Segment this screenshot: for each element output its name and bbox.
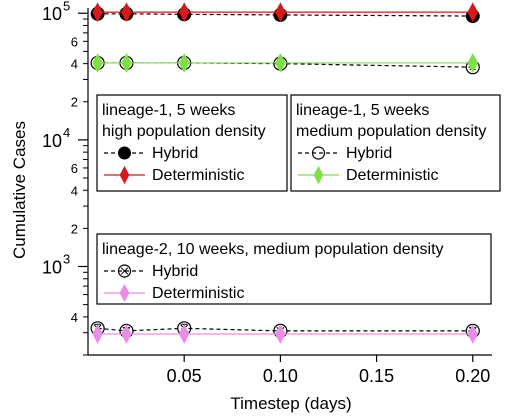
legend-label: Deterministic: [152, 285, 244, 302]
legend-title: lineage-2, 10 weeks, medium population d…: [102, 241, 444, 258]
legend-marker-cross: [120, 267, 129, 275]
x-tick-label: 0.10: [263, 366, 298, 386]
legend-label: Hybrid: [152, 263, 198, 280]
y-tick-label: 10: [42, 4, 62, 24]
data-point-l2md_det: [178, 324, 190, 344]
legend-marker: [117, 264, 132, 278]
legend-label: Hybrid: [152, 145, 198, 162]
y-tick-label: 10: [42, 131, 62, 151]
legend-b: lineage-1, 5 weeks medium population dens…: [290, 94, 501, 192]
legend-title: lineage-1, 5 weeks: [102, 102, 235, 119]
series-l2md_det: [92, 324, 479, 344]
data-point-l1hd_det: [178, 2, 190, 22]
y-minor-tick-label: 2: [71, 95, 78, 110]
y-minor-tick-label: 4: [71, 183, 78, 198]
data-point-l1md_det: [92, 53, 103, 73]
x-tick-label: 0.15: [359, 366, 394, 386]
series-layer: [90, 2, 480, 344]
data-point-l1md_det: [467, 53, 479, 73]
legend-box: [96, 233, 492, 305]
y-tick-exponent: 5: [63, 0, 70, 13]
data-point-l1md_det: [275, 53, 286, 73]
data-point-l2md_det: [92, 324, 103, 344]
legend-label: Hybrid: [346, 145, 392, 162]
data-point-l1md_det: [178, 53, 190, 73]
data-point-l2md_det: [467, 324, 479, 344]
legend-label: Deterministic: [152, 167, 244, 184]
data-point-l2md_det: [121, 324, 132, 344]
data-point-l1hd_det: [121, 2, 132, 22]
data-point-l1hd_det: [92, 2, 103, 22]
y-axis-title: Cumulative Cases: [10, 121, 29, 259]
y-tick-exponent: 3: [63, 251, 70, 266]
legend-c: lineage-2, 10 weeks, medium population d…: [96, 233, 492, 305]
y-tick-exponent: 4: [63, 125, 70, 140]
series-l1md_det: [92, 53, 479, 73]
y-minor-tick-label: 4: [71, 57, 78, 72]
legend-marker: [119, 283, 130, 303]
series-l1hd_hybrid: [90, 6, 480, 24]
legend-marker: [313, 165, 324, 185]
data-point-l1hd_det: [467, 2, 479, 22]
y-minor-tick-label: 6: [71, 34, 78, 49]
legend-layer: lineage-1, 5 weeks high population densit…: [96, 94, 501, 305]
legend-title: medium population density: [296, 123, 486, 140]
legend-marker: [311, 146, 326, 160]
y-minor-tick-label: 4: [71, 310, 78, 325]
data-point-l1hd_det: [275, 2, 286, 22]
data-point-l1md_det: [121, 53, 132, 73]
x-axis-title: Timestep (days): [230, 394, 351, 413]
y-tick-label: 10: [42, 257, 62, 277]
legend-a: lineage-1, 5 weeks high population densit…: [96, 94, 288, 192]
legend-marker: [118, 146, 131, 160]
series-l1md_hybrid: [90, 55, 480, 75]
y-minor-tick-label: 2: [71, 221, 78, 236]
series-l2md_hybrid: [90, 321, 480, 338]
series-line-l2md_hybrid: [97, 327, 473, 332]
x-tick-label: 0.20: [455, 366, 490, 386]
series-l1hd_det: [92, 2, 479, 22]
y-minor-tick-label: 6: [71, 161, 78, 176]
legend-label: Deterministic: [346, 167, 438, 184]
data-point-l2md_det: [275, 324, 286, 344]
x-tick-label: 0.05: [167, 366, 202, 386]
legend-marker: [119, 165, 130, 185]
legend-title: lineage-1, 5 weeks: [296, 102, 429, 119]
legend-title: high population density: [102, 123, 266, 140]
